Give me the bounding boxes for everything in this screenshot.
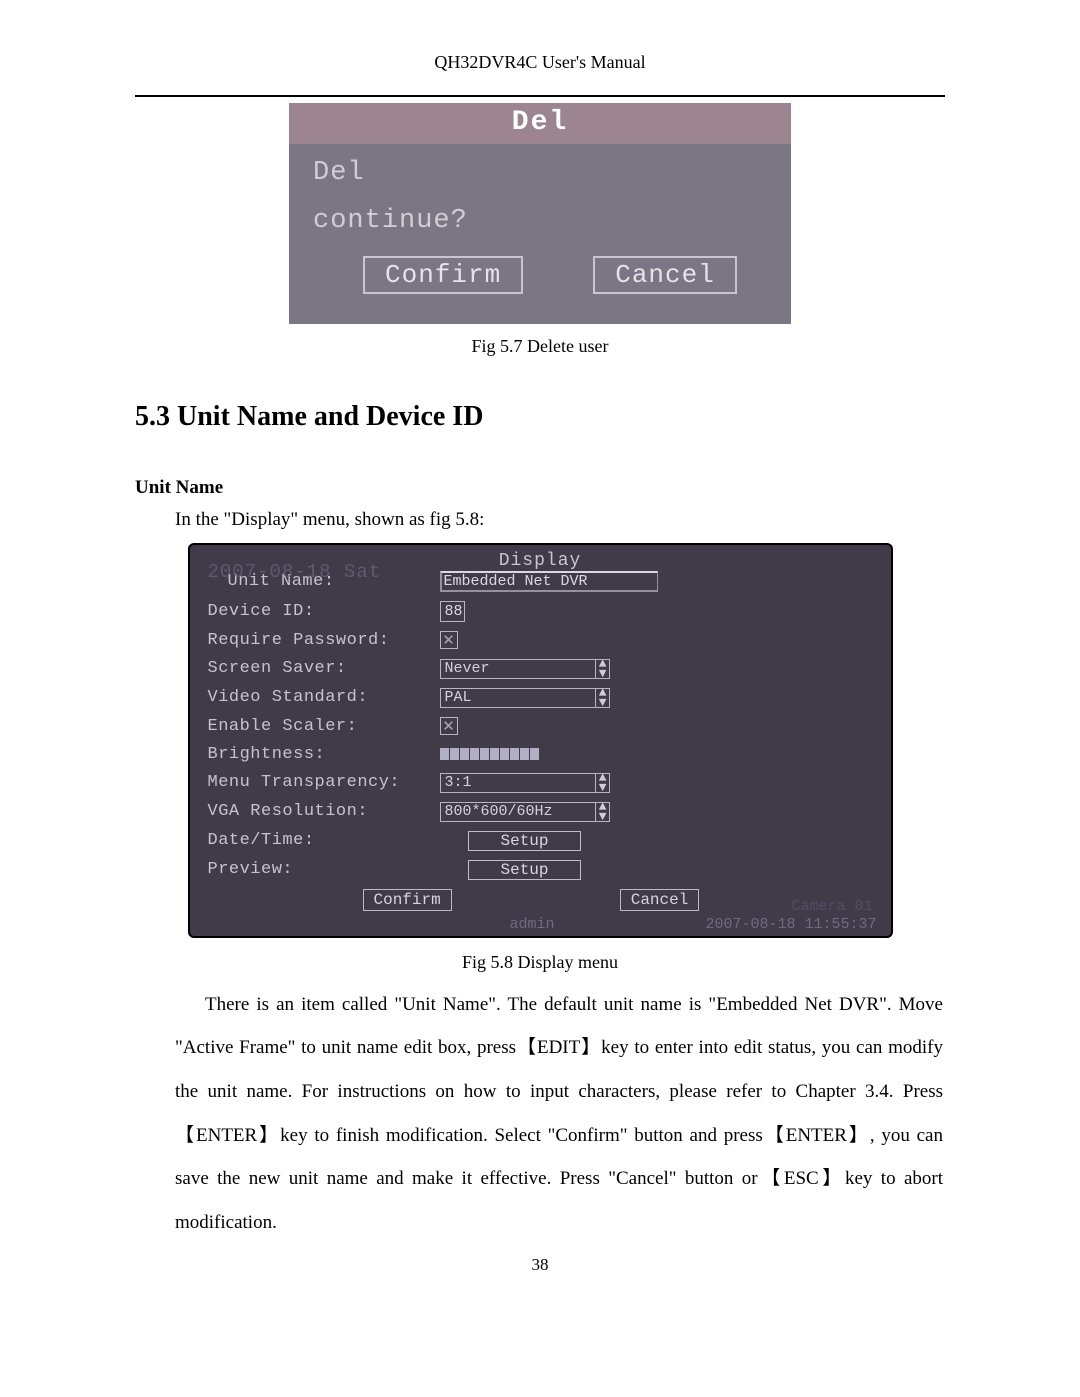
brightness-segment (520, 748, 529, 760)
enable-scaler-checkbox[interactable]: ✕ (440, 717, 458, 735)
paragraph-text: There is an item called "Unit Name". The… (175, 983, 943, 1245)
label-date-time: Date/Time: (208, 831, 440, 850)
fig58-button-row: Confirm Cancel (208, 889, 873, 911)
date-time-setup-button[interactable]: Setup (468, 831, 580, 851)
status-user: admin (510, 916, 555, 933)
fig58-caption: Fig 5.8 Display menu (115, 952, 965, 973)
intro-text: In the "Display" menu, shown as fig 5.8: (175, 507, 943, 533)
status-time: 2007-08-18 11:55:37 (705, 916, 876, 933)
preview-setup-button[interactable]: Setup (468, 860, 580, 880)
row-device-id: Device ID: 88 (208, 601, 873, 622)
fig57-line1: Del (313, 158, 771, 188)
brightness-slider[interactable] (440, 748, 539, 760)
status-bar: admin 2007-08-18 11:55:37 (190, 916, 887, 933)
brightness-segment (530, 748, 539, 760)
label-require-password: Require Password: (208, 631, 440, 650)
row-enable-scaler: Enable Scaler: ✕ (208, 717, 873, 736)
fig58-display-menu: Display 2007-08-18 Sat Unit Name: Embedd… (188, 543, 893, 938)
menu-transparency-value: 3:1 (445, 774, 472, 791)
row-brightness: Brightness: (208, 745, 873, 764)
brightness-segment (470, 748, 479, 760)
brightness-segment (500, 748, 509, 760)
display-cancel-button[interactable]: Cancel (620, 889, 700, 911)
spinner-icon: ▲▼ (595, 773, 607, 793)
label-preview: Preview: (208, 860, 440, 879)
row-vga-resolution: VGA Resolution: 800*600/60Hz ▲▼ (208, 802, 873, 822)
fig57-body: Del continue? Confirm Cancel (289, 144, 791, 324)
brightness-segment (480, 748, 489, 760)
row-preview: Preview: Setup (208, 860, 873, 880)
fig57-line2: continue? (313, 206, 771, 236)
display-confirm-button[interactable]: Confirm (363, 889, 452, 911)
spinner-icon: ▲▼ (595, 688, 607, 708)
label-vga-resolution: VGA Resolution: (208, 802, 440, 821)
label-screen-saver: Screen Saver: (208, 659, 440, 678)
screen-saver-value: Never (445, 660, 490, 677)
menu-transparency-select[interactable]: 3:1 ▲▼ (440, 773, 610, 793)
row-date-time: Date/Time: Setup (208, 831, 873, 851)
vga-resolution-value: 800*600/60Hz (445, 803, 553, 820)
vga-resolution-select[interactable]: 800*600/60Hz ▲▼ (440, 802, 610, 822)
fig58-form: Unit Name: Embedded Net DVR Device ID: 8… (194, 571, 887, 911)
screen-saver-select[interactable]: Never ▲▼ (440, 659, 610, 679)
label-video-standard: Video Standard: (208, 688, 440, 707)
spinner-icon: ▲▼ (595, 659, 607, 679)
brightness-segment (440, 748, 449, 760)
brightness-segment (490, 748, 499, 760)
fig57-title: Del (289, 103, 791, 144)
header-text: QH32DVR4C User's Manual (115, 52, 965, 73)
video-standard-select[interactable]: PAL ▲▼ (440, 688, 610, 708)
label-menu-transparency: Menu Transparency: (208, 773, 440, 792)
section-heading: 5.3 Unit Name and Device ID (135, 401, 965, 433)
fig57-buttons: Confirm Cancel (313, 256, 771, 294)
row-menu-transparency: Menu Transparency: 3:1 ▲▼ (208, 773, 873, 793)
label-brightness: Brightness: (208, 745, 440, 764)
device-id-input[interactable]: 88 (440, 601, 465, 622)
manual-page: QH32DVR4C User's Manual Del Del continue… (115, 0, 965, 1275)
unit-name-input[interactable]: Embedded Net DVR (440, 571, 658, 592)
header-rule (135, 95, 945, 97)
cancel-button[interactable]: Cancel (593, 256, 737, 294)
brightness-segment (510, 748, 519, 760)
spinner-icon: ▲▼ (595, 802, 607, 822)
date-time-setup-wrap: Setup (440, 831, 610, 851)
brightness-segment (460, 748, 469, 760)
row-require-password: Require Password: ✕ (208, 631, 873, 650)
brightness-segment (450, 748, 459, 760)
row-screen-saver: Screen Saver: Never ▲▼ (208, 659, 873, 679)
fig57-caption: Fig 5.7 Delete user (115, 336, 965, 357)
page-number: 38 (115, 1255, 965, 1275)
row-video-standard: Video Standard: PAL ▲▼ (208, 688, 873, 708)
confirm-button[interactable]: Confirm (363, 256, 523, 294)
camera-label: Camera 01 (791, 898, 872, 915)
require-password-checkbox[interactable]: ✕ (440, 631, 458, 649)
preview-setup-wrap: Setup (440, 860, 610, 880)
label-device-id: Device ID: (208, 602, 440, 621)
label-enable-scaler: Enable Scaler: (208, 717, 440, 736)
osd-date-overlay: 2007-08-18 Sat (208, 561, 382, 583)
fig57-dialog: Del Del continue? Confirm Cancel (289, 103, 791, 324)
unit-name-subtitle: Unit Name (135, 477, 965, 499)
video-standard-value: PAL (445, 689, 472, 706)
